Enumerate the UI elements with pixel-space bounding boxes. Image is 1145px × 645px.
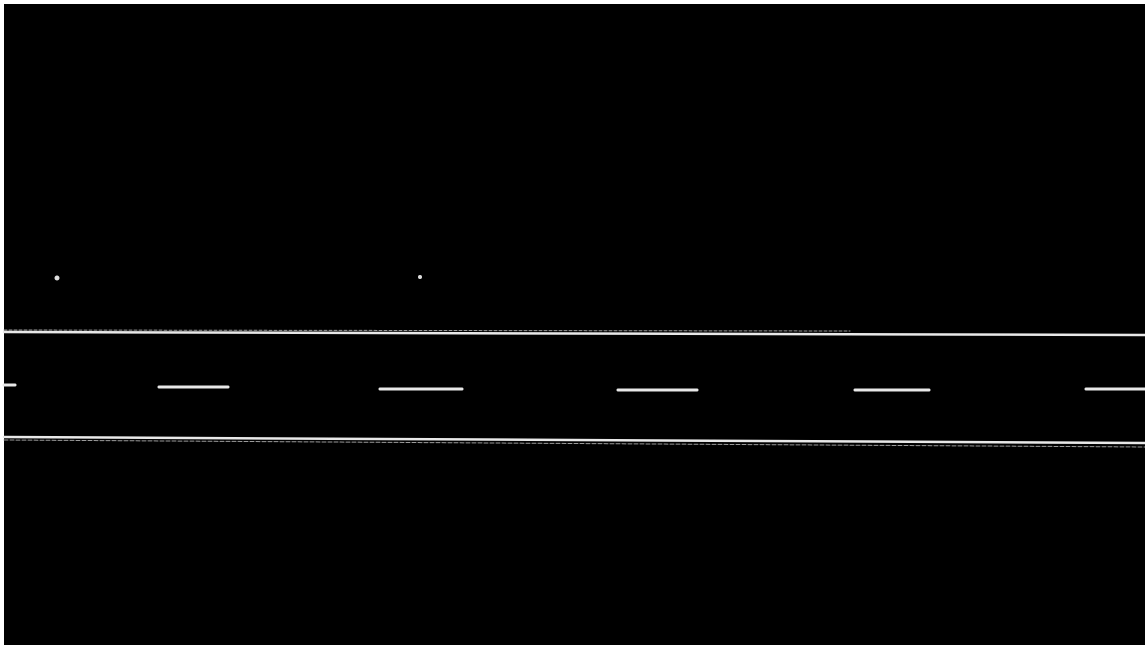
page: [0, 0, 1145, 645]
reflector-point: [55, 276, 60, 281]
reflector-point: [418, 275, 422, 279]
background: [4, 4, 1145, 645]
lidar-road-view: [0, 0, 1145, 645]
